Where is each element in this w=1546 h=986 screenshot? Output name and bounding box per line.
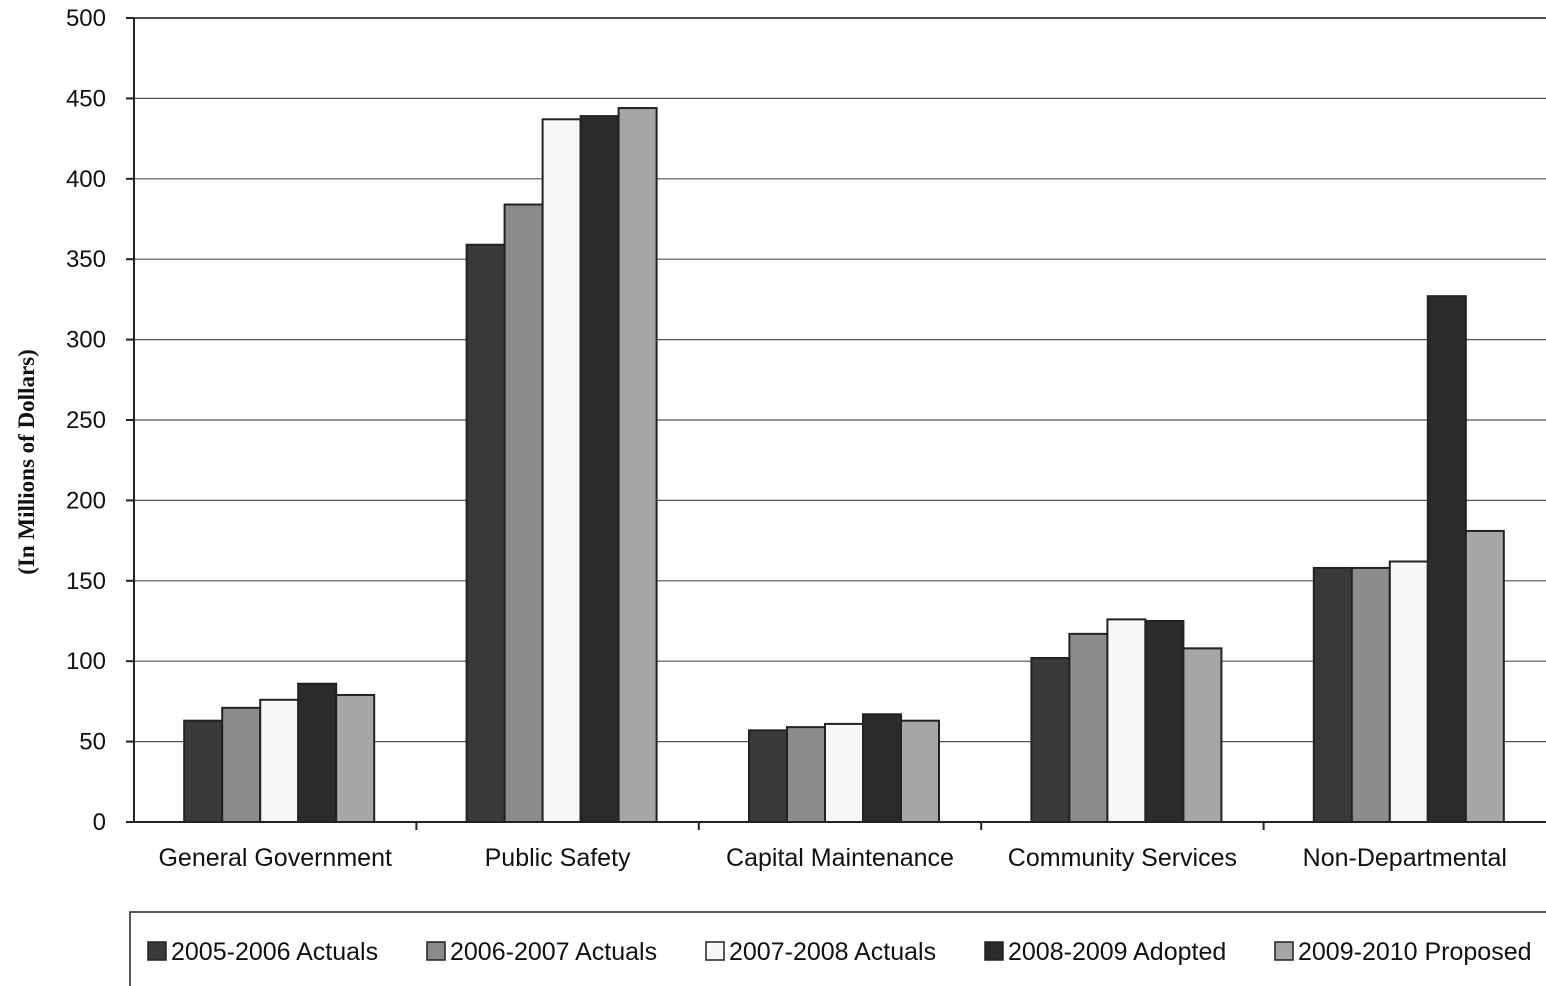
y-tick-label: 250 xyxy=(66,407,106,434)
bar-2005-2006-actuals-capital-maintenance xyxy=(748,729,788,823)
bar-2005-2006-actuals-general-government xyxy=(183,719,224,823)
legend-entry: 2008-2009 Adopted xyxy=(1008,938,1226,966)
y-tick-label: 400 xyxy=(66,166,106,193)
bar-2005-2006-actuals-community-services xyxy=(1030,656,1071,824)
bar-2008-2009-adopted-non-departmental xyxy=(1426,295,1467,823)
legend-swatch xyxy=(426,941,446,961)
bar-2006-2007-actuals-community-services xyxy=(1068,632,1109,824)
bar-2005-2006-actuals-public-safety xyxy=(465,243,506,823)
bar-2005-2006-actuals-non-departmental xyxy=(1312,566,1353,823)
y-tick-label: 450 xyxy=(66,85,106,112)
legend-entry: 2006-2007 Actuals xyxy=(450,938,657,966)
bar-2007-2008-actuals-public-safety xyxy=(541,118,582,823)
x-tick-label: Non-Departmental xyxy=(1303,844,1507,872)
bar-2008-2009-adopted-community-services xyxy=(1144,620,1185,823)
x-tick-label: Capital Maintenance xyxy=(726,844,954,872)
legend-swatch xyxy=(1274,941,1294,961)
bar-2008-2009-adopted-general-government xyxy=(297,682,338,823)
x-tick-label: Public Safety xyxy=(485,844,631,872)
legend-entry: 2007-2008 Actuals xyxy=(729,938,936,966)
axes xyxy=(133,17,1546,830)
x-tick-label: Community Services xyxy=(1008,844,1237,872)
x-tick-label: General Government xyxy=(158,844,392,872)
bar-2008-2009-adopted-capital-maintenance xyxy=(862,713,902,823)
bar-2007-2008-actuals-general-government xyxy=(259,698,300,823)
bar-2009-2010-proposed-public-safety xyxy=(617,107,658,824)
bar-2006-2007-actuals-public-safety xyxy=(503,203,544,823)
bars xyxy=(183,107,1505,824)
y-tick-label: 100 xyxy=(66,648,106,675)
bar-2009-2010-proposed-general-government xyxy=(335,693,376,824)
bar-2007-2008-actuals-non-departmental xyxy=(1388,560,1429,824)
legend: 2005-2006 Actuals 2006-2007 Actuals 2007-2… xyxy=(129,911,1546,986)
y-axis-label: (In Millions of Dollars) xyxy=(14,349,39,575)
y-tick-label: 0 xyxy=(93,809,106,836)
y-tick-label: 200 xyxy=(66,487,106,514)
y-tick-label: 300 xyxy=(66,327,106,354)
y-tick-label: 150 xyxy=(66,568,106,595)
y-axis-ticks: 0 50 100 150 200 250 300 350 400 450 500 xyxy=(66,5,134,836)
legend-swatch xyxy=(984,941,1004,961)
bar-2009-2010-proposed-capital-maintenance xyxy=(900,719,940,823)
bar-2006-2007-actuals-capital-maintenance xyxy=(786,726,826,823)
legend-entry: 2005-2006 Actuals xyxy=(171,938,378,966)
bar-2007-2008-actuals-capital-maintenance xyxy=(824,722,864,823)
bar-2009-2010-proposed-non-departmental xyxy=(1464,529,1505,824)
legend-swatch xyxy=(147,941,167,961)
bar-2008-2009-adopted-public-safety xyxy=(579,115,620,823)
bar-2006-2007-actuals-non-departmental xyxy=(1350,566,1391,823)
legend-entry: 2009-2010 Proposed xyxy=(1298,938,1532,966)
category-labels: General Government Public Safety Capital M… xyxy=(158,844,1506,872)
bar-2009-2010-proposed-community-services xyxy=(1182,647,1223,823)
legend-box xyxy=(129,911,1546,986)
bar-2006-2007-actuals-general-government xyxy=(221,706,262,823)
y-tick-label: 50 xyxy=(79,729,106,756)
y-tick-label: 350 xyxy=(66,246,106,273)
y-tick-label: 500 xyxy=(66,5,106,32)
bar-2007-2008-actuals-community-services xyxy=(1106,618,1147,824)
legend-swatch xyxy=(705,941,725,961)
